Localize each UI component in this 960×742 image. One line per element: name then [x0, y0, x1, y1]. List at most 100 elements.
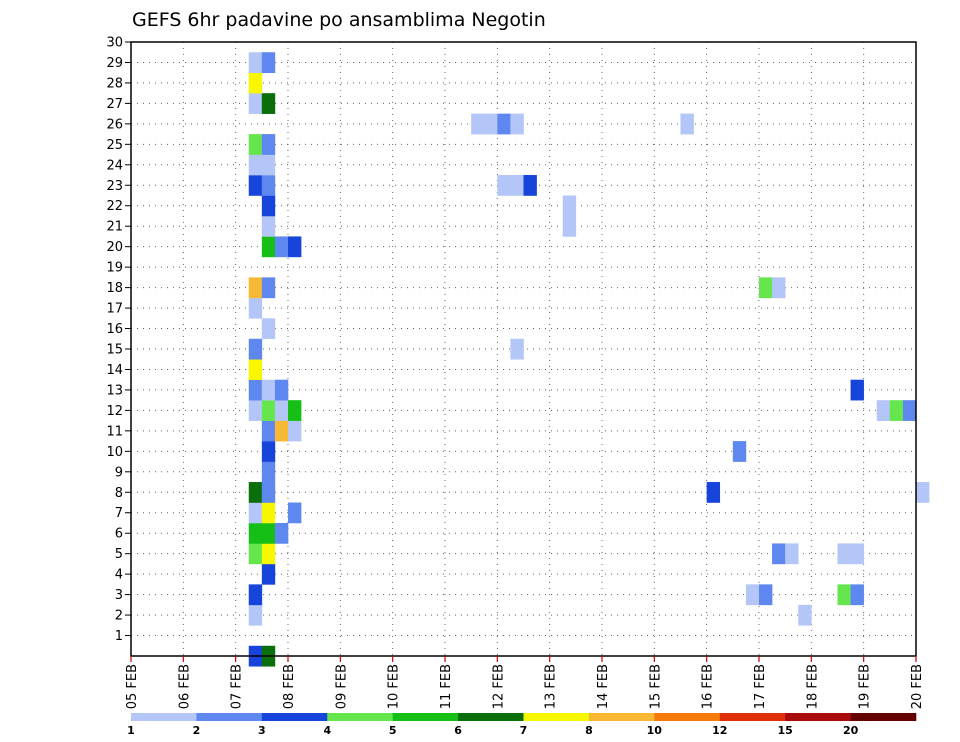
y-tick-label: 25	[106, 138, 123, 153]
heatmap-cell	[248, 584, 263, 606]
x-axis: 05 FEB 06 FEB 07 FEB 08 FEB 09 FEB 10 FEB 11 F…	[125, 656, 925, 709]
colorbar-segment	[785, 713, 851, 721]
heatmap-cell	[850, 543, 864, 565]
colorbar-segment	[196, 713, 263, 721]
heatmap-cell	[850, 379, 864, 401]
y-tick-label: 6	[115, 527, 123, 542]
heatmap-cell	[248, 359, 263, 380]
heatmap-cell	[261, 195, 276, 217]
heatmap-cell	[261, 318, 276, 340]
y-tick-label: 15	[106, 343, 123, 358]
heatmap-cell	[497, 175, 511, 196]
y-tick-label: 16	[106, 322, 123, 337]
x-tick-label: 06 FEB	[177, 664, 192, 709]
heatmap-cell	[288, 400, 302, 421]
colorbar-label: 6	[454, 724, 462, 737]
y-tick-label: 12	[106, 404, 123, 419]
heatmap-cell	[798, 604, 812, 626]
colorbar-label: 10	[647, 724, 663, 737]
heatmap-cell	[706, 482, 721, 503]
heatmap-cell	[274, 522, 289, 544]
heatmap-cell	[850, 584, 864, 606]
colorbar-label: 1	[127, 724, 135, 737]
y-tick-label: 13	[106, 383, 123, 398]
colorbar-label: 8	[585, 724, 593, 737]
heatmap-cell	[288, 502, 302, 524]
y-tick-label: 20	[106, 240, 123, 255]
heatmap-cell	[261, 236, 276, 258]
heatmap-cell	[916, 482, 930, 503]
heatmap-cells	[248, 52, 930, 667]
y-tick-label: 17	[106, 302, 123, 317]
heatmap-cell	[471, 113, 485, 135]
y-tick-label: 29	[106, 56, 123, 71]
heatmap-cell	[261, 215, 276, 237]
heatmap-cell	[274, 379, 289, 401]
heatmap-cell	[523, 175, 537, 196]
heatmap-cell	[248, 482, 263, 503]
heatmap-cell	[248, 522, 263, 544]
heatmap-cell	[274, 236, 289, 258]
heatmap-cell	[248, 604, 263, 626]
y-tick-label: 30	[106, 36, 123, 51]
grid	[131, 41, 916, 656]
heatmap-cell	[248, 72, 263, 94]
y-tick-label: 4	[115, 568, 123, 583]
x-tick-label: 17 FEB	[753, 664, 768, 709]
heatmap-cell	[288, 236, 302, 258]
y-tick-label: 28	[106, 76, 123, 91]
colorbar-segment	[588, 713, 655, 721]
y-tick-label: 19	[106, 261, 123, 276]
heatmap-cell	[248, 502, 263, 524]
heatmap-cell	[497, 113, 511, 135]
heatmap-cell	[248, 297, 263, 319]
heatmap-cell	[732, 441, 747, 462]
y-tick-label: 9	[115, 465, 123, 480]
x-tick-label: 10 FEB	[387, 664, 402, 709]
colorbar-label: 12	[712, 724, 727, 737]
heatmap-cell	[261, 134, 276, 155]
y-tick-label: 14	[106, 363, 123, 378]
heatmap-cell	[902, 400, 917, 421]
heatmap-cell	[785, 543, 799, 565]
y-tick-label: 23	[106, 179, 123, 194]
y-tick-label: 8	[115, 486, 123, 501]
colorbar-segment	[458, 713, 524, 721]
colorbar-label: 5	[389, 724, 397, 737]
heatmap-cell	[510, 113, 524, 135]
heatmap-cell	[261, 502, 276, 524]
heatmap-cell	[248, 52, 263, 73]
colorbar-segment	[719, 713, 786, 721]
heatmap-cell	[837, 543, 851, 565]
heatmap-cell	[274, 420, 289, 442]
heatmap-cell	[248, 277, 263, 299]
heatmap-cell	[248, 93, 263, 114]
y-tick-label: 3	[115, 588, 123, 603]
heatmap-cell	[510, 338, 524, 360]
heatmap-cell	[261, 441, 276, 462]
colorbar-label: 15	[778, 724, 793, 737]
heatmap-cell	[248, 134, 263, 155]
x-tick-label: 08 FEB	[282, 664, 297, 709]
heatmap-cell	[261, 379, 276, 401]
y-tick-label: 21	[106, 220, 123, 235]
heatmap-cell	[261, 400, 276, 421]
colorbar-legend: 1 2 3 4 5 6 7 8 10 12 15 20	[127, 713, 917, 737]
heatmap-cell	[248, 154, 263, 176]
heatmap-cell	[261, 93, 276, 114]
y-tick-label: 5	[115, 547, 123, 562]
heatmap-cell	[248, 543, 263, 565]
heatmap-cell	[288, 420, 302, 442]
heatmap-cell	[680, 113, 694, 135]
x-tick-label: 20 FEB	[910, 664, 925, 709]
y-axis: 1234567891011121314151617181920212223242…	[106, 36, 131, 644]
chart-title: GEFS 6hr padavine po ansamblima Negotin	[132, 9, 546, 31]
x-tick-label: 14 FEB	[596, 664, 611, 709]
colorbar-label: 4	[323, 724, 331, 737]
colorbar-segment	[654, 713, 721, 721]
heatmap-cell	[261, 420, 276, 442]
heatmap-cell	[261, 52, 276, 73]
heatmap-cell	[248, 379, 263, 401]
heatmap-cell	[248, 400, 263, 421]
y-tick-label: 11	[106, 424, 123, 439]
